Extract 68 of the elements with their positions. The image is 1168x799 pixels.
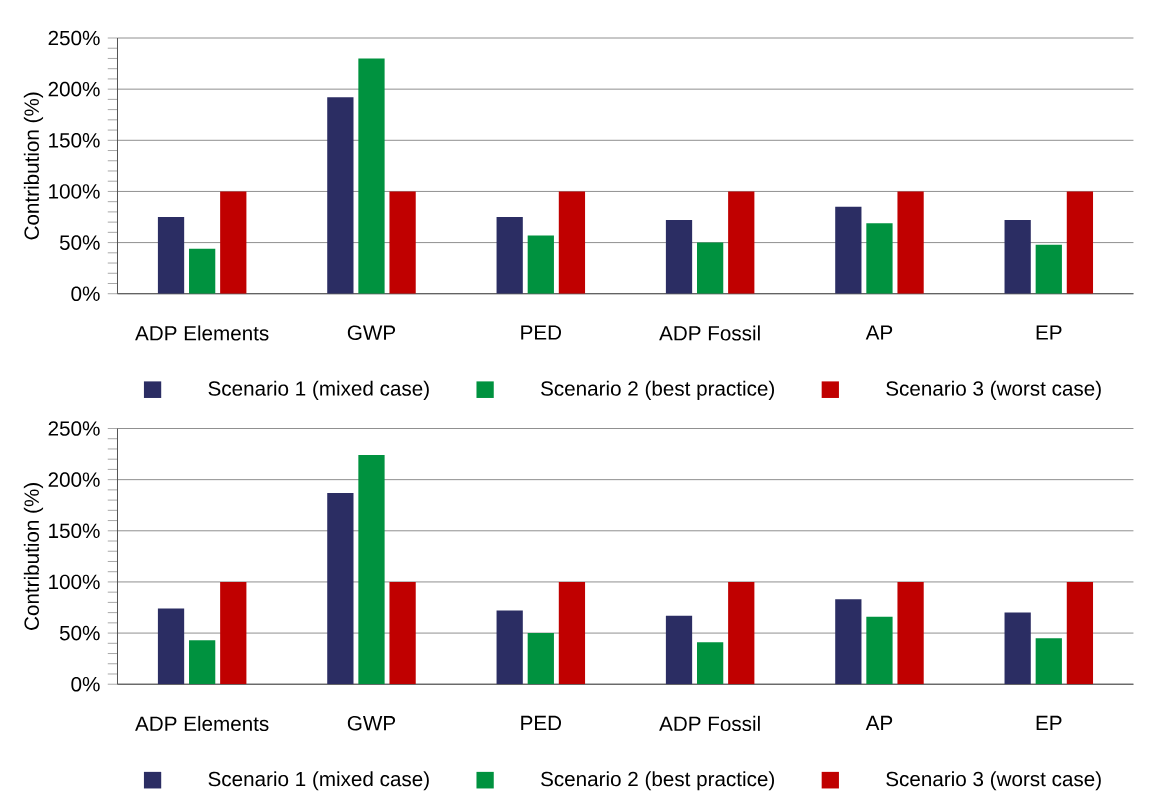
y-tick-label: 100% [49,574,100,590]
y-tick-label: 250% [48,421,100,436]
bar [697,642,724,685]
y-tick-label: 150% [49,133,100,148]
bar [897,581,924,685]
x-tick-label: EP [1036,325,1062,340]
bar [327,97,354,294]
bar [189,640,216,685]
legend-label: Scenario 3 (worst case) [886,380,1101,400]
bar [327,492,354,685]
bar [728,191,755,294]
y-tick-label: 250% [48,30,100,46]
legend-label: Scenario 1 (mixed case) [208,771,429,791]
y-tick-label: 50% [59,625,100,641]
bar [157,608,185,685]
bar [897,191,924,294]
bar [496,610,523,685]
bar [527,633,554,685]
bar [728,581,755,685]
legend-label: Scenario 2 (best practice) [541,771,775,791]
y-tick-label: 50% [59,235,100,250]
bar [1004,612,1031,685]
x-tick-label: AP [865,715,893,731]
bar [1066,581,1094,685]
bar [866,223,893,294]
bar [835,206,862,294]
bar [189,248,216,294]
bar [389,191,416,294]
x-tick-label: GWP [347,715,396,731]
x-tick-label: ADP Fossil [659,715,760,732]
bar [496,217,523,294]
bar [558,581,586,685]
bar [220,191,247,294]
y-tick-label: 200% [48,81,100,97]
bar [527,235,554,294]
y-tick-label: 150% [49,523,100,539]
x-tick-label: ADP Fossil [659,325,760,341]
y-tick-label: 0% [71,286,100,302]
bar [866,616,893,685]
bar [835,599,862,685]
bar [358,455,385,685]
y-tick-label: 0% [71,676,100,692]
x-tick-label: EP [1036,715,1062,731]
bar [665,615,693,685]
y-tick-label: 100% [49,184,100,199]
x-tick-label: PED [521,325,562,340]
bar [1066,191,1094,294]
legend-label: Scenario 3 (worst case) [886,771,1101,791]
bar [1035,244,1062,294]
bar [665,220,693,294]
x-tick-label: ADP Elements [135,715,269,732]
bar [157,217,185,294]
x-tick-label: ADP Elements [135,325,269,341]
legend-label: Scenario 1 (mixed case) [208,380,429,400]
y-axis-title: Contribution (%) [23,92,44,240]
bar [389,581,416,685]
bar [697,242,724,294]
legend-label: Scenario 2 (best practice) [541,380,775,400]
bar [1035,638,1062,685]
bar [358,58,385,294]
x-tick-label: GWP [347,325,396,341]
y-axis-title: Contribution (%) [23,483,44,630]
x-tick-label: AP [865,325,893,340]
bar [220,581,247,685]
y-tick-label: 200% [48,472,100,487]
bar [1004,220,1031,294]
x-tick-label: PED [521,715,562,731]
bar [558,191,586,294]
